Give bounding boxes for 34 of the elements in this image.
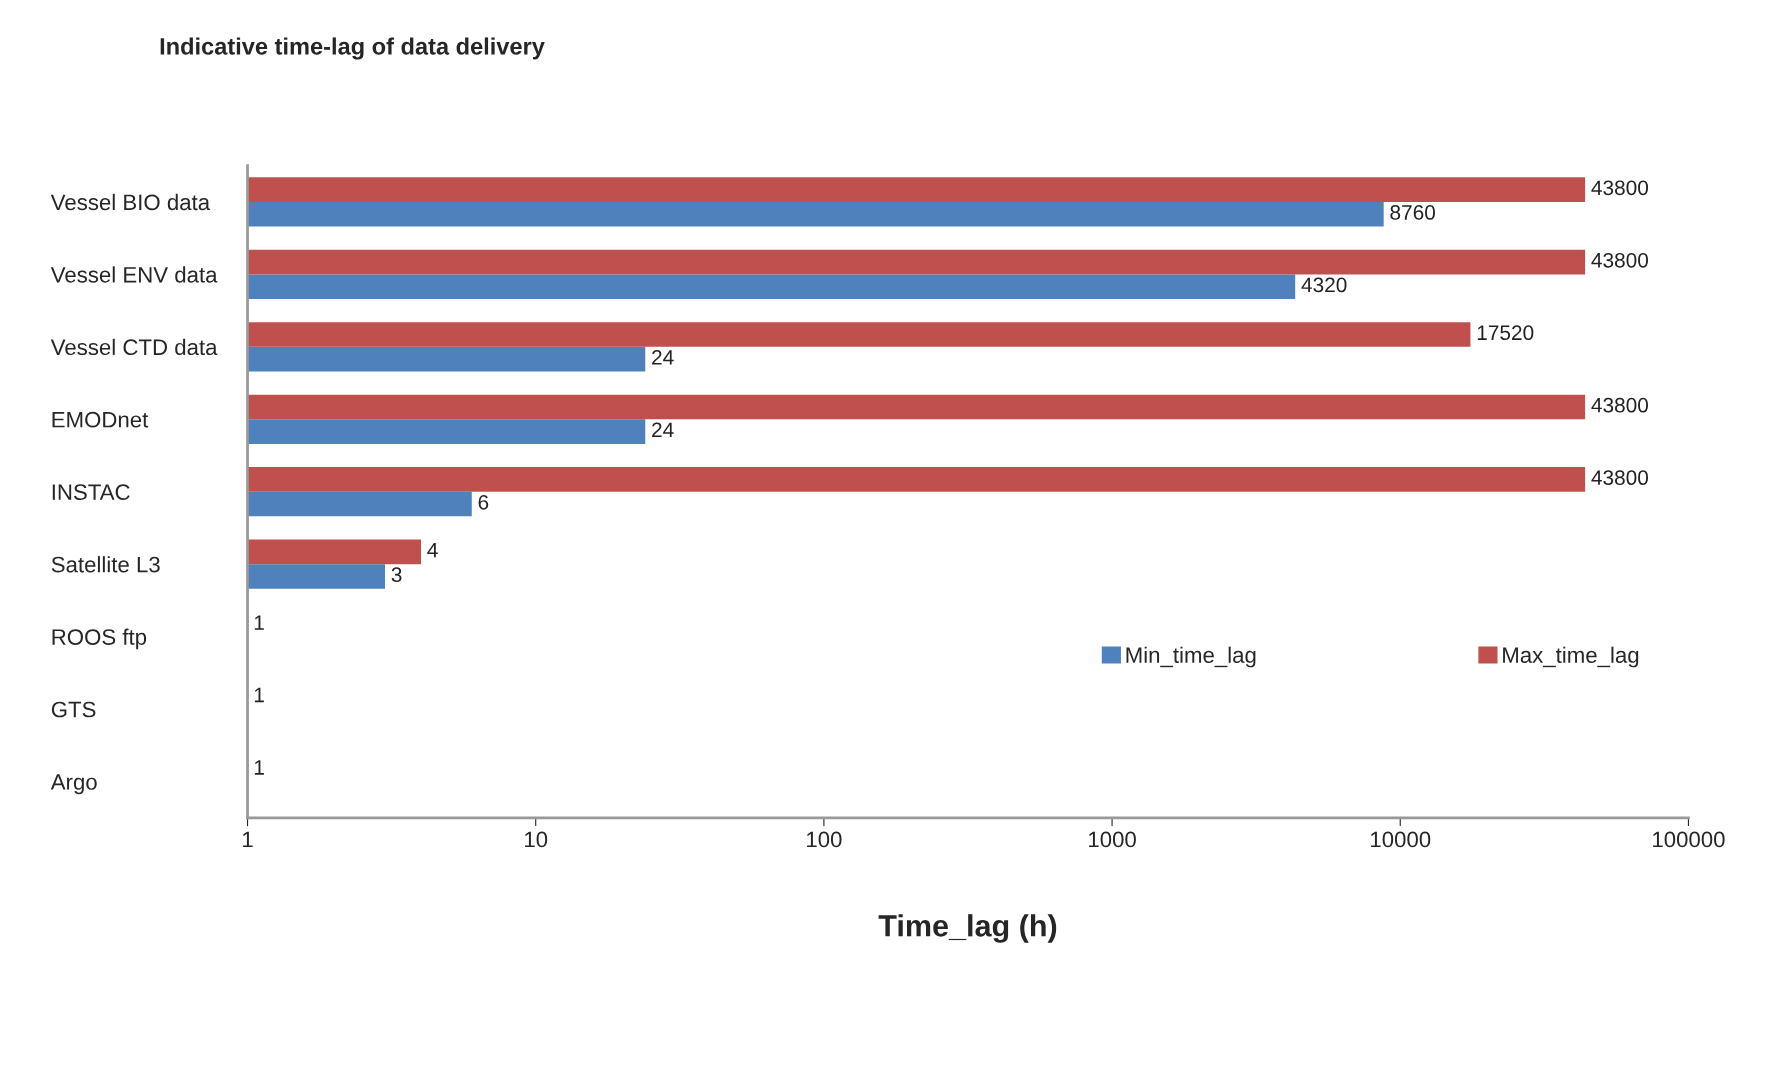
data-label: 3 (391, 567, 402, 583)
y-tick-label: Satellite L3 (51, 556, 160, 573)
data-label: 1 (254, 615, 264, 630)
y-tick-label: Vessel ENV data (50, 266, 218, 283)
data-label: 4 (427, 542, 438, 558)
y-tick-label: EMODnet (52, 411, 149, 428)
data-label: 43800 (1591, 252, 1649, 268)
legend-label: Min_time_lag (1126, 646, 1256, 668)
data-label: 43800 (1591, 397, 1649, 413)
data-label: 24 (652, 422, 674, 437)
x-tick-label: 1000 (1089, 831, 1136, 848)
y-tick-label: Vessel CTD data (50, 338, 218, 356)
data-label: 17520 (1477, 325, 1534, 341)
data-label: 6 (478, 494, 489, 510)
x-tick-label: 100000 (1653, 831, 1725, 848)
x-axis-title: Time_lag (h) (878, 914, 1057, 943)
x-tick-label: 10000 (1371, 831, 1431, 848)
y-tick-label: Argo (50, 774, 97, 795)
data-label: 8760 (1390, 205, 1436, 220)
x-tick-label: 1 (243, 831, 253, 848)
x-tick-label: 10 (525, 831, 548, 848)
data-label: 1 (254, 687, 264, 703)
data-label: 24 (652, 349, 674, 365)
y-tick-label: GTS (51, 701, 96, 718)
data-label: 1 (254, 760, 264, 775)
chart-title: Indicative time-lag of data delivery (160, 37, 545, 60)
data-label: 4320 (1301, 277, 1347, 293)
y-tick-label: ROOS ftp (52, 628, 147, 650)
x-tick-label: 100 (807, 831, 842, 848)
legend-label: Max_time_lag (1503, 646, 1639, 668)
y-tick-label: INSTAC (52, 484, 130, 501)
data-label: 43800 (1591, 180, 1649, 196)
data-label: 43800 (1591, 470, 1649, 486)
y-tick-label: Vessel BIO data (50, 193, 211, 211)
